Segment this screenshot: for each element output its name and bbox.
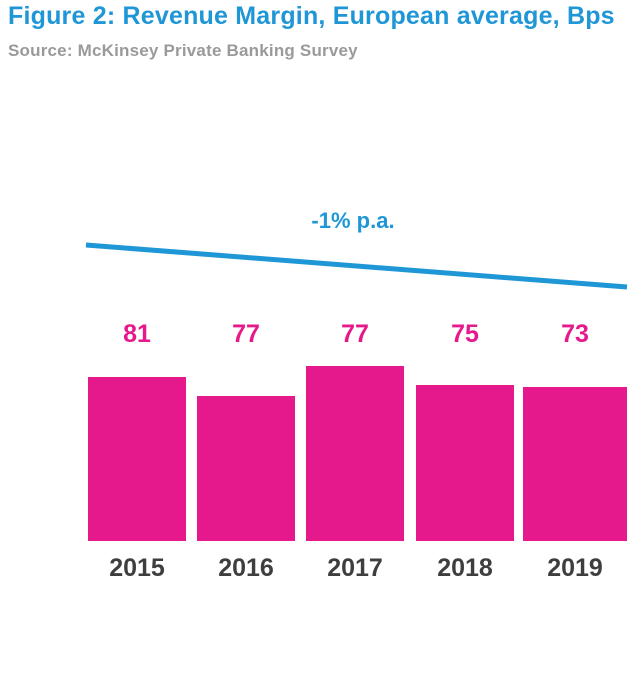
bar-value-label: 77 bbox=[341, 320, 369, 348]
bar-value-label: 73 bbox=[561, 320, 589, 348]
x-axis-tick-label: 2018 bbox=[437, 554, 493, 582]
trend-line bbox=[85, 242, 628, 290]
x-axis-tick-label: 2015 bbox=[109, 554, 165, 582]
bar-2017 bbox=[306, 366, 404, 541]
figure-source: Source: McKinsey Private Banking Survey bbox=[8, 41, 358, 60]
trend-annotation: -1% p.a. bbox=[311, 208, 395, 233]
bar-2018 bbox=[416, 385, 514, 541]
x-axis-tick-label: 2016 bbox=[218, 554, 274, 582]
figure-title: Figure 2: Revenue Margin, European avera… bbox=[8, 2, 615, 30]
bar-value-label: 75 bbox=[451, 320, 479, 348]
bar-2019 bbox=[523, 387, 627, 541]
bar-2016 bbox=[197, 396, 295, 541]
bar-value-label: 77 bbox=[232, 320, 260, 348]
x-axis-tick-label: 2019 bbox=[547, 554, 603, 582]
x-axis-tick-label: 2017 bbox=[327, 554, 383, 582]
bar-2015 bbox=[88, 377, 186, 541]
bar-value-label: 81 bbox=[123, 320, 151, 348]
